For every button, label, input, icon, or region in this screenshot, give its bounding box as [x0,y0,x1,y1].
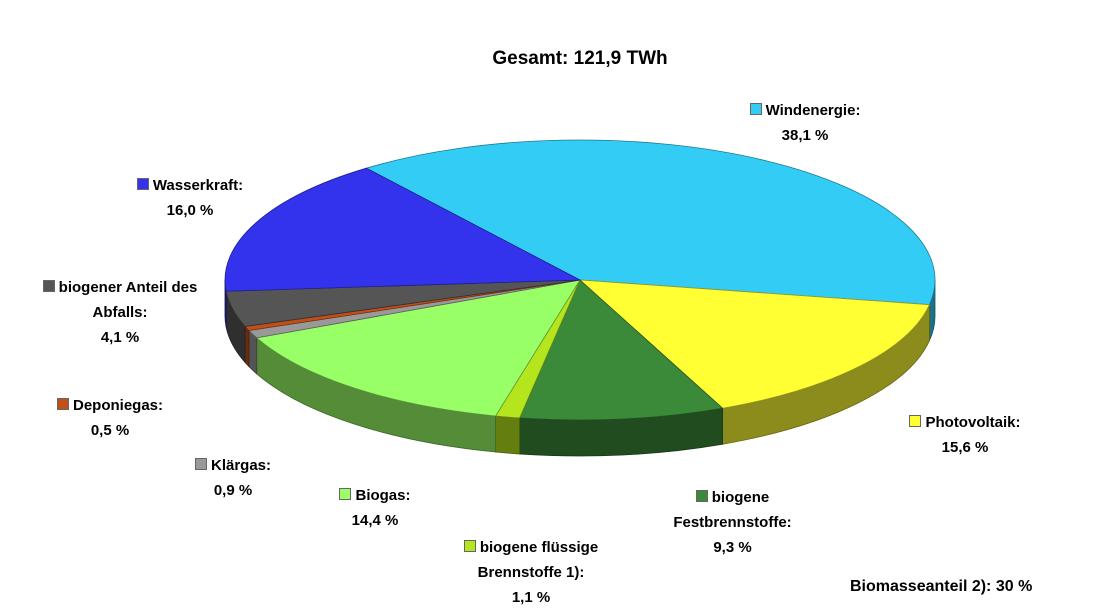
value-label: 0,9 % [213,482,253,499]
slice-side [495,415,520,455]
legend-label: Biogas: [355,487,411,504]
value-label: 1,1 % [511,589,551,606]
value-label: 15,6 % [941,439,989,456]
legend-label: Klärgas: [210,457,272,474]
legend-entry: Photovoltaik: [885,410,1045,435]
legend-entry: biogener Anteil des Abfalls: [20,275,220,325]
slice [578,279,931,409]
legend-label: Photovoltaik: [925,414,1021,431]
legend-swatch [463,540,476,552]
slice [224,167,582,292]
legend-entry: Deponiegas: [35,393,185,418]
slice-label: Windenergie: 38,1 % [720,98,890,148]
legend-swatch [136,178,149,190]
value-label: 4,1 % [100,329,140,346]
value-label: 0,5 % [90,422,130,439]
slice-label: biogener Anteil des Abfalls: 4,1 % [20,275,220,350]
slice [365,139,936,306]
slice-label: Biogas: 14,4 % [320,483,430,533]
legend-swatch [339,488,352,500]
annotation: Biomasseanteil 2): 30 % [850,578,1033,595]
legend-label: Deponiegas: [72,397,163,414]
value-label: 14,4 % [351,512,399,529]
legend-entry: Biogas: [320,483,430,508]
slice [518,279,724,421]
slice-label: Photovoltaik: 15,6 % [885,410,1045,460]
legend-entry: Wasserkraft: [115,173,265,198]
legend-label: Windenergie: [765,102,861,119]
legend-swatch [695,490,708,502]
chart-title: Gesamt: 121,9 TWh [492,48,668,69]
slice-label: Deponiegas: 0,5 % [35,393,185,443]
legend-label: biogene flüssige Brennstoffe 1): [477,539,599,581]
legend-swatch [909,415,922,427]
slice-label: Klärgas: 0,9 % [178,453,288,503]
slice-label: Wasserkraft: 16,0 % [115,173,265,223]
legend-label: Wasserkraft: [152,177,244,194]
legend-swatch [56,398,69,410]
value-label: 38,1 % [781,127,829,144]
legend-swatch [194,458,207,470]
legend-entry: biogene Festbrennstoffe: [640,485,825,535]
slice-side [244,325,250,368]
value-label: 16,0 % [166,202,214,219]
slice-label: biogene Festbrennstoffe: 9,3 % [640,485,825,560]
legend-entry: Windenergie: [720,98,890,123]
legend-swatch [42,280,55,292]
legend-swatch [749,103,762,115]
value-label: 9,3 % [713,539,752,556]
legend-entry: biogene flüssige Brennstoffe 1): [440,535,622,585]
slice [255,279,581,417]
slice-label: biogene flüssige Brennstoffe 1): 1,1 % [440,535,622,610]
legend-label: biogene Festbrennstoffe: [673,489,792,531]
legend-label: biogener Anteil des Abfalls: [58,279,198,321]
legend-entry: Klärgas: [178,453,288,478]
